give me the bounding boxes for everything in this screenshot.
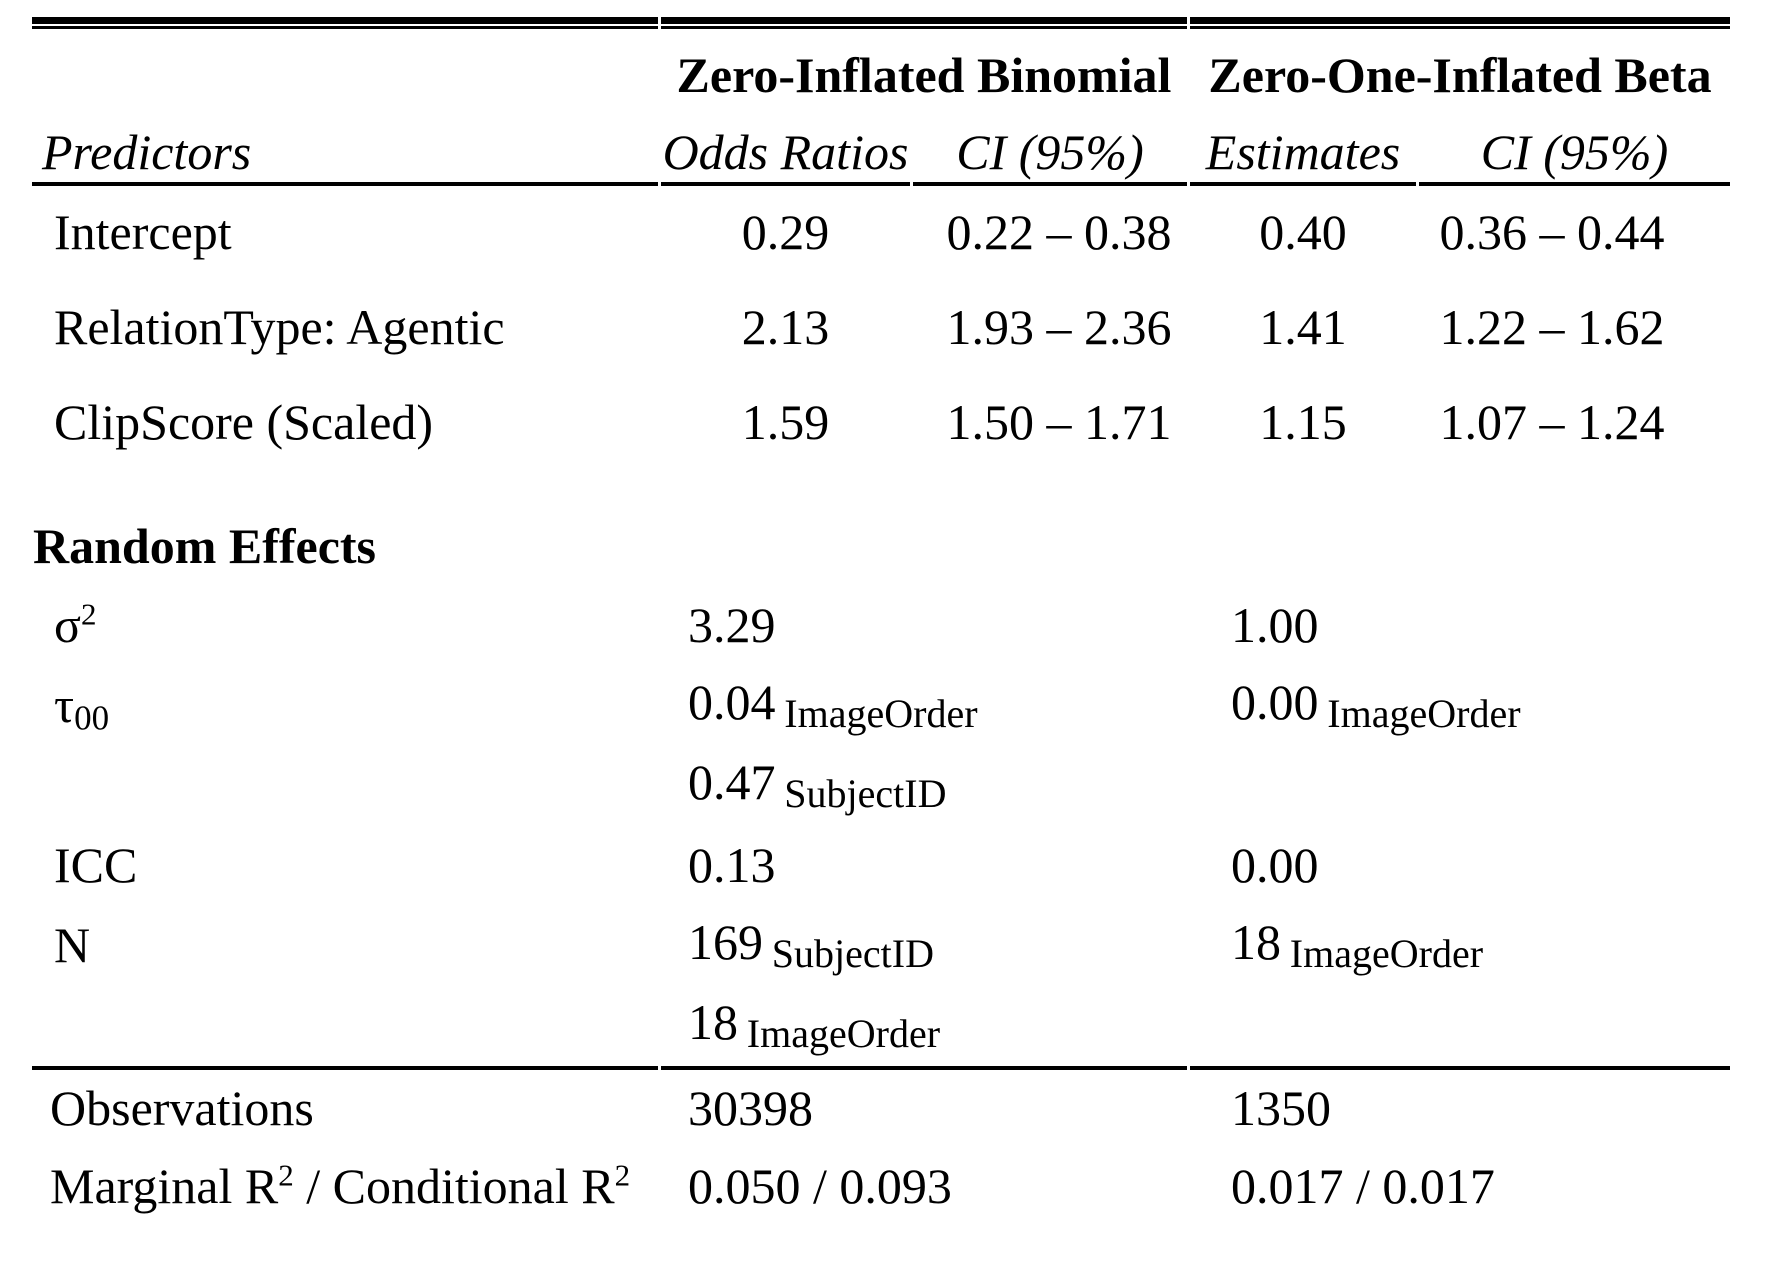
random-effects-title: Random Effects (33, 518, 377, 574)
r2-label-part1: Marginal R (50, 1157, 279, 1214)
group-label-subjectid: SubjectID (771, 931, 934, 977)
tau00-zib-value: 0.04 (688, 673, 776, 730)
empty-label-cell (32, 746, 658, 826)
group-label-imageorder: ImageOrder (1289, 931, 1484, 977)
table-row-r-squared: Marginal R2 / Conditional R2 0.050 / 0.0… (32, 1148, 1730, 1226)
value-zib-ci: 1.50 – 1.71 (946, 394, 1172, 451)
value-zib-ci: 1.93 – 2.36 (946, 299, 1172, 356)
top-double-rule (32, 17, 1730, 29)
column-header-ci-zib: CI (95%) (913, 120, 1187, 186)
table-row-relationtype: RelationType: Agentic 2.13 1.93 – 2.36 1… (32, 281, 1730, 376)
n-zib-value-2: 18 (688, 993, 738, 1050)
n-zib-value: 169 (688, 913, 763, 970)
table-row-clipscore: ClipScore (Scaled) 1.59 1.50 – 1.71 1.15… (32, 376, 1730, 471)
value-icc-zib: 0.13 (688, 836, 776, 893)
random-effect-label-icc: ICC (54, 836, 138, 893)
table-row-n-imageorder: 18 ImageOrder (32, 986, 1730, 1066)
tau-subscript: 00 (74, 698, 110, 738)
value-zib-or: 1.59 (741, 394, 830, 451)
value-n-zib-subjectid: 169 SubjectID (661, 906, 1187, 986)
value-tau00-zib-subjectid: 0.47 SubjectID (661, 746, 1187, 826)
r2-exponent-1: 2 (278, 1157, 294, 1193)
sigma-exponent: 2 (80, 596, 97, 632)
value-tau00-zib-imageorder: 0.04 ImageOrder (661, 666, 1187, 746)
column-header-row: Predictors Odds Ratios CI (95%) Estimate… (32, 120, 1730, 186)
column-header-predictors: Predictors (32, 120, 658, 186)
top-rule-segment (1190, 17, 1730, 29)
sigma-symbol: σ (54, 596, 81, 653)
column-header-estimates: Estimates (1190, 120, 1416, 186)
table-row-tau00-subjectid: 0.47 SubjectID (32, 746, 1730, 826)
value-zoib-ci: 0.36 – 0.44 (1439, 204, 1665, 261)
value-observations-zoib: 1350 (1190, 1065, 1730, 1148)
value-icc-zoib: 0.00 (1231, 836, 1319, 893)
tau00-zoib-value: 0.00 (1231, 673, 1319, 730)
group-header-zoib: Zero-One-Inflated Beta (1208, 47, 1712, 103)
value-zoib-est: 0.40 (1259, 204, 1347, 261)
value-observations-zib: 30398 (661, 1065, 1187, 1148)
column-header-ci-zoib: CI (95%) (1419, 120, 1730, 186)
value-r-squared-zib: 0.050 / 0.093 (688, 1157, 952, 1214)
group-label-imageorder: ImageOrder (746, 1011, 941, 1057)
tau00-zib-value-2: 0.47 (688, 753, 776, 810)
n-zoib-value: 18 (1231, 913, 1281, 970)
value-r-squared-zoib: 0.017 / 0.017 (1231, 1157, 1495, 1214)
value-zib-or: 0.29 (741, 204, 830, 261)
value-zib-ci: 0.22 – 0.38 (946, 204, 1172, 261)
section-header-row: Random Effects (32, 471, 1730, 586)
random-effect-label-sigma2: σ2 (32, 586, 658, 666)
value-zib-or: 2.13 (741, 299, 830, 356)
empty-label-cell (32, 986, 658, 1066)
value-zoib-est: 1.15 (1259, 394, 1347, 451)
table-row-tau00: τ00 0.04 ImageOrder 0.00 ImageOrder (32, 666, 1730, 746)
predictor-label: Intercept (54, 204, 232, 261)
empty-value-cell (1190, 746, 1730, 826)
table-row-sigma2: σ2 3.29 1.00 (32, 586, 1730, 666)
group-label-imageorder: ImageOrder (1327, 691, 1521, 737)
top-rule-segment (32, 17, 658, 29)
table-row-icc: ICC 0.13 0.00 (32, 826, 1730, 906)
group-label-subjectid: SubjectID (784, 771, 947, 817)
empty-value-cell (1190, 986, 1730, 1066)
value-sigma2-zib: 3.29 (688, 596, 776, 653)
table-row-n: N 169 SubjectID 18 ImageOrder (32, 906, 1730, 986)
random-effect-label-n: N (54, 916, 91, 973)
group-header-spacer (32, 29, 658, 120)
group-label-imageorder: ImageOrder (784, 691, 978, 737)
table-row-intercept: Intercept 0.29 0.22 – 0.38 0.40 0.36 – 0… (32, 186, 1730, 281)
model-comparison-table: Zero-Inflated Binomial Zero-One-Inflated… (29, 17, 1733, 1226)
value-n-zib-imageorder: 18 ImageOrder (661, 986, 1187, 1066)
tau-symbol: τ (54, 676, 75, 733)
value-tau00-zoib-imageorder: 0.00 ImageOrder (1190, 666, 1730, 746)
value-zoib-est: 1.41 (1259, 299, 1347, 356)
r-squared-label: Marginal R2 / Conditional R2 (32, 1148, 658, 1226)
group-header-zib: Zero-Inflated Binomial (676, 47, 1172, 103)
table-row-observations: Observations 30398 1350 (32, 1065, 1730, 1148)
value-zoib-ci: 1.07 – 1.24 (1439, 394, 1665, 451)
top-rule-segment (661, 17, 1187, 29)
value-n-zoib-imageorder: 18 ImageOrder (1190, 906, 1730, 986)
predictor-label: ClipScore (Scaled) (54, 394, 434, 451)
value-sigma2-zoib: 1.00 (1231, 596, 1319, 653)
r2-label-part2: / Conditional R (293, 1157, 615, 1214)
predictor-label: RelationType: Agentic (54, 299, 505, 356)
column-header-odds-ratios: Odds Ratios (661, 120, 910, 186)
observations-label: Observations (32, 1065, 658, 1148)
value-zoib-ci: 1.22 – 1.62 (1439, 299, 1665, 356)
random-effect-label-tau00: τ00 (32, 666, 658, 746)
r2-exponent-2: 2 (614, 1157, 631, 1193)
group-header-row: Zero-Inflated Binomial Zero-One-Inflated… (32, 29, 1730, 120)
